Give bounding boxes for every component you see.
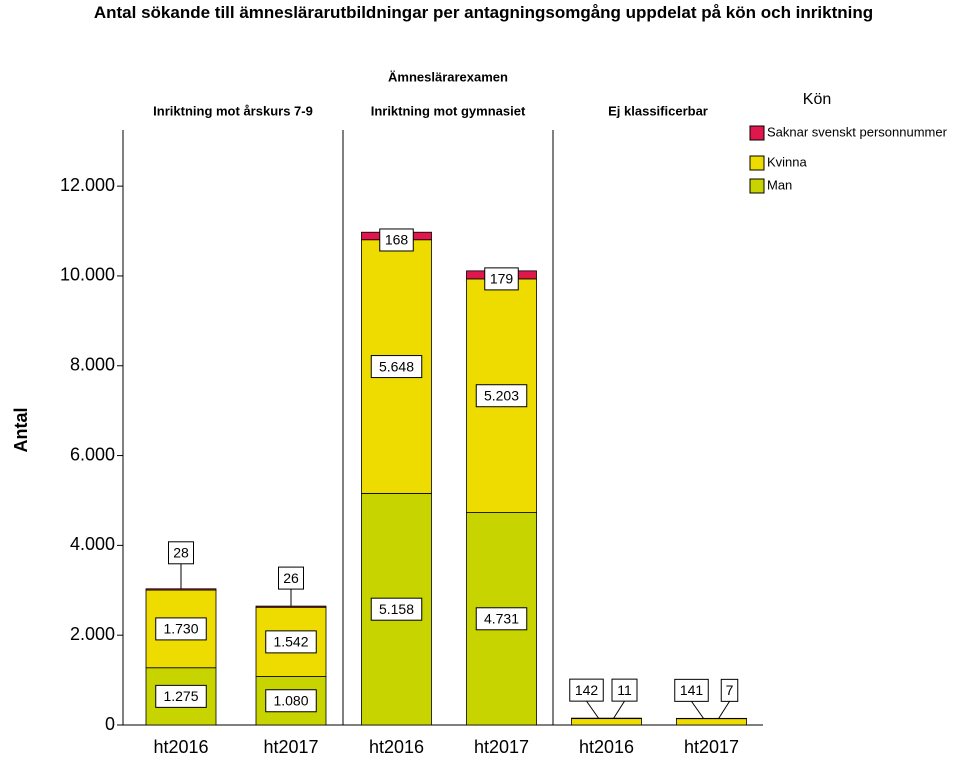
legend-title: Kön (803, 91, 831, 108)
value-label-box (370, 597, 423, 621)
value-label: 168 (385, 232, 409, 248)
panel-title: Ej klassificerbar (608, 103, 708, 118)
facet-title: Ämneslärarexamen (388, 69, 508, 84)
value-label: 1.275 (163, 688, 198, 704)
x-tick-label: ht2017 (263, 737, 318, 757)
y-tick-label: 0 (105, 714, 115, 734)
value-label-box (475, 384, 528, 408)
value-label-box (370, 355, 423, 379)
label-leader (691, 701, 704, 719)
value-label: 5.158 (379, 601, 414, 617)
value-label-box (265, 689, 317, 713)
bar-segment (676, 718, 747, 726)
value-label-box (611, 678, 638, 702)
value-label: 1.730 (163, 621, 198, 637)
panel-title: Inriktning mot gymnasiet (371, 103, 526, 118)
x-tick-label: ht2016 (579, 737, 634, 757)
value-label-box (475, 607, 528, 631)
legend-swatch (749, 125, 765, 141)
value-label-box (155, 684, 207, 708)
y-tick-label: 8.000 (70, 355, 115, 375)
x-tick-label: ht2016 (369, 737, 424, 757)
value-label-box (155, 617, 207, 641)
x-tick-label: ht2017 (474, 737, 529, 757)
value-label: 1.080 (273, 692, 308, 708)
value-label-box (569, 678, 604, 702)
legend-swatch (749, 155, 765, 171)
value-label-box (484, 267, 519, 291)
bar-segment (145, 588, 217, 591)
y-tick-label: 10.000 (60, 265, 115, 285)
value-label: 11 (617, 682, 632, 698)
value-label-box (720, 678, 739, 702)
value-label-box (674, 678, 709, 702)
y-tick-label: 4.000 (70, 534, 115, 554)
legend-label: Kvinna (767, 154, 808, 169)
value-label: 142 (575, 682, 599, 698)
value-label: 4.731 (484, 610, 519, 626)
legend-swatch (749, 178, 765, 194)
value-label-box (379, 228, 414, 252)
value-label: 179 (490, 271, 514, 287)
y-tick-label: 6.000 (70, 444, 115, 464)
legend-label: Saknar svenskt personnummer (767, 124, 948, 139)
legend-label: Man (767, 177, 792, 192)
label-leader (586, 700, 599, 719)
x-tick-label: ht2017 (684, 737, 739, 757)
y-tick-label: 2.000 (70, 624, 115, 644)
value-label-box (168, 541, 194, 565)
panel-title: Inriktning mot årskurs 7-9 (153, 103, 313, 118)
value-label-box (265, 630, 317, 654)
value-label: 5.648 (379, 358, 414, 374)
label-leader (718, 701, 730, 719)
value-label: 1.542 (273, 634, 308, 650)
value-label: 141 (680, 682, 704, 698)
y-axis-label: Antal (11, 408, 31, 453)
label-leader (613, 700, 625, 719)
y-tick-label: 12.000 (60, 175, 115, 195)
bar-segment (255, 605, 327, 608)
value-label: 5.203 (484, 387, 519, 403)
x-tick-label: ht2016 (153, 737, 208, 757)
value-label: 26 (283, 570, 299, 586)
bar-segment (571, 718, 642, 726)
value-label-box (278, 566, 304, 590)
value-label: 7 (726, 682, 734, 698)
chart-title: Antal sökande till ämneslärarutbildninga… (93, 3, 874, 22)
value-label: 28 (173, 545, 189, 561)
